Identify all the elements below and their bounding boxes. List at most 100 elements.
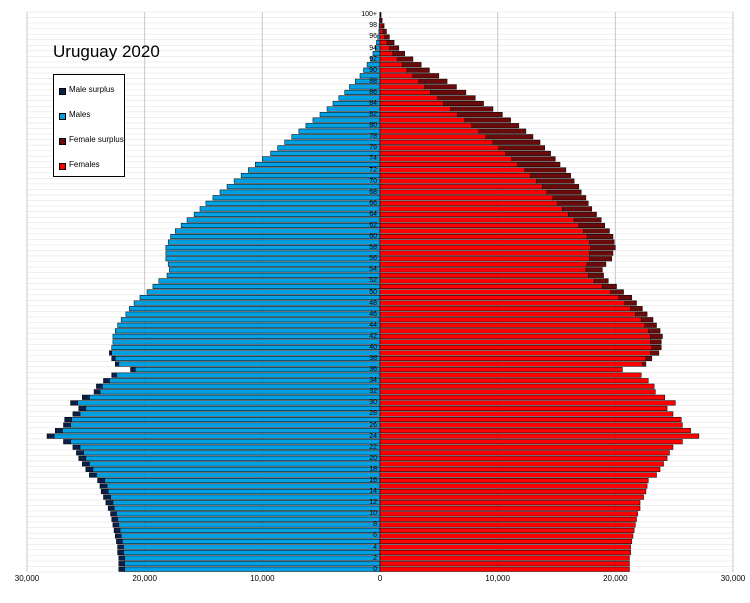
male-surplus-bar — [116, 538, 123, 545]
female-surplus-bar — [511, 156, 556, 162]
female-surplus-bar — [542, 184, 580, 190]
age-tick-label: 76 — [369, 144, 377, 152]
female-surplus-bar — [450, 106, 494, 112]
female-bar — [379, 84, 425, 90]
female-surplus-bar — [412, 73, 440, 79]
female-bar — [379, 62, 403, 68]
female-bar — [379, 39, 388, 46]
female-bar — [379, 234, 588, 240]
x-tick-label: 20,000 — [603, 574, 628, 583]
female-surplus-bar — [650, 333, 663, 339]
male-bar — [166, 272, 381, 278]
male-bar — [169, 267, 381, 273]
male-bar — [124, 566, 381, 572]
female-bar — [379, 400, 676, 406]
male-surplus-bar — [105, 500, 114, 506]
female-bar — [379, 106, 451, 112]
age-tick-label: 54 — [369, 266, 377, 274]
age-tick-label: 36 — [369, 366, 377, 374]
male-bar — [77, 400, 381, 406]
male-bar — [167, 261, 381, 267]
male-bar — [124, 555, 381, 561]
age-tick-label: 26 — [369, 421, 377, 429]
male-bar — [62, 428, 381, 434]
male-surplus-bar — [63, 439, 71, 445]
female-surplus-bar — [392, 51, 405, 57]
female-bar — [379, 417, 682, 423]
x-tick-label: 20,000 — [132, 574, 157, 583]
male-bar — [83, 450, 381, 456]
male-surplus-bar — [118, 555, 125, 561]
female-surplus-bar — [578, 222, 605, 228]
age-tick-label: 0 — [373, 565, 377, 573]
legend-label-female-surplus: Female surplus — [69, 135, 124, 144]
male-bar — [115, 328, 381, 334]
age-tick-label: 64 — [369, 210, 377, 218]
age-tick-label: 70 — [369, 177, 377, 185]
male-bar — [146, 289, 381, 295]
age-tick-label: 34 — [369, 377, 377, 385]
age-tick-label: 22 — [369, 443, 377, 451]
female-bar — [379, 367, 623, 373]
age-tick-label: 16 — [369, 477, 377, 484]
x-tick-label: 0 — [377, 574, 383, 583]
age-tick-label: 88 — [369, 77, 377, 85]
age-tick-label: 58 — [369, 244, 377, 252]
female-surplus-bar — [648, 328, 661, 334]
male-surplus-bar — [72, 411, 81, 417]
female-surplus-bar — [650, 350, 660, 356]
age-tick-label: 96 — [369, 33, 377, 41]
female-bar — [379, 189, 548, 195]
male-surplus-bar — [113, 527, 121, 533]
female-bar — [379, 477, 649, 484]
male-surplus-bar — [89, 472, 97, 478]
female-bar — [379, 494, 644, 500]
female-bar — [379, 522, 636, 528]
female-bar — [379, 411, 674, 417]
male-bar — [106, 483, 381, 489]
female-bar — [379, 339, 651, 345]
age-tick-label: 100+ — [361, 11, 377, 19]
female-surplus-bar — [471, 123, 520, 129]
female-bar — [379, 45, 390, 51]
female-bar — [379, 128, 480, 134]
female-surplus-bar — [478, 128, 527, 134]
male-surplus-bar — [107, 505, 115, 511]
female-surplus-bar — [464, 117, 511, 123]
male-bar — [120, 317, 381, 323]
female-bar — [379, 466, 661, 472]
female-bar — [379, 483, 648, 489]
female-surplus-bar — [588, 272, 604, 278]
female-bar — [379, 361, 643, 367]
age-tick-label: 74 — [369, 155, 377, 163]
female-bar — [379, 112, 458, 118]
female-surplus-bar — [645, 356, 653, 362]
male-bar — [107, 489, 381, 495]
age-tick-label: 2 — [373, 554, 377, 562]
female-surplus-bar — [650, 339, 662, 345]
female-surplus-bar — [651, 344, 662, 350]
male-surplus-bar — [115, 533, 122, 539]
female-bar — [379, 206, 563, 212]
male-bar — [133, 300, 381, 306]
male-bar — [70, 422, 381, 428]
male-surplus-bar — [46, 433, 55, 439]
age-tick-label: 44 — [369, 321, 377, 329]
female-bar — [379, 306, 631, 312]
female-bar — [379, 28, 384, 34]
male-surplus-bar — [76, 450, 84, 456]
female-bar — [379, 200, 558, 206]
age-tick-label: 8 — [373, 521, 377, 529]
age-tick-label: 60 — [369, 233, 377, 241]
male-bar — [96, 472, 381, 478]
female-surplus-bar — [386, 39, 395, 46]
legend-swatch-males — [59, 113, 66, 120]
female-bar — [379, 527, 635, 533]
male-bar — [117, 516, 381, 522]
male-bar — [124, 561, 381, 567]
x-tick-label: 30,000 — [14, 574, 40, 583]
female-bar — [379, 217, 575, 223]
male-bar — [123, 544, 381, 550]
age-tick-label: 48 — [369, 299, 377, 307]
